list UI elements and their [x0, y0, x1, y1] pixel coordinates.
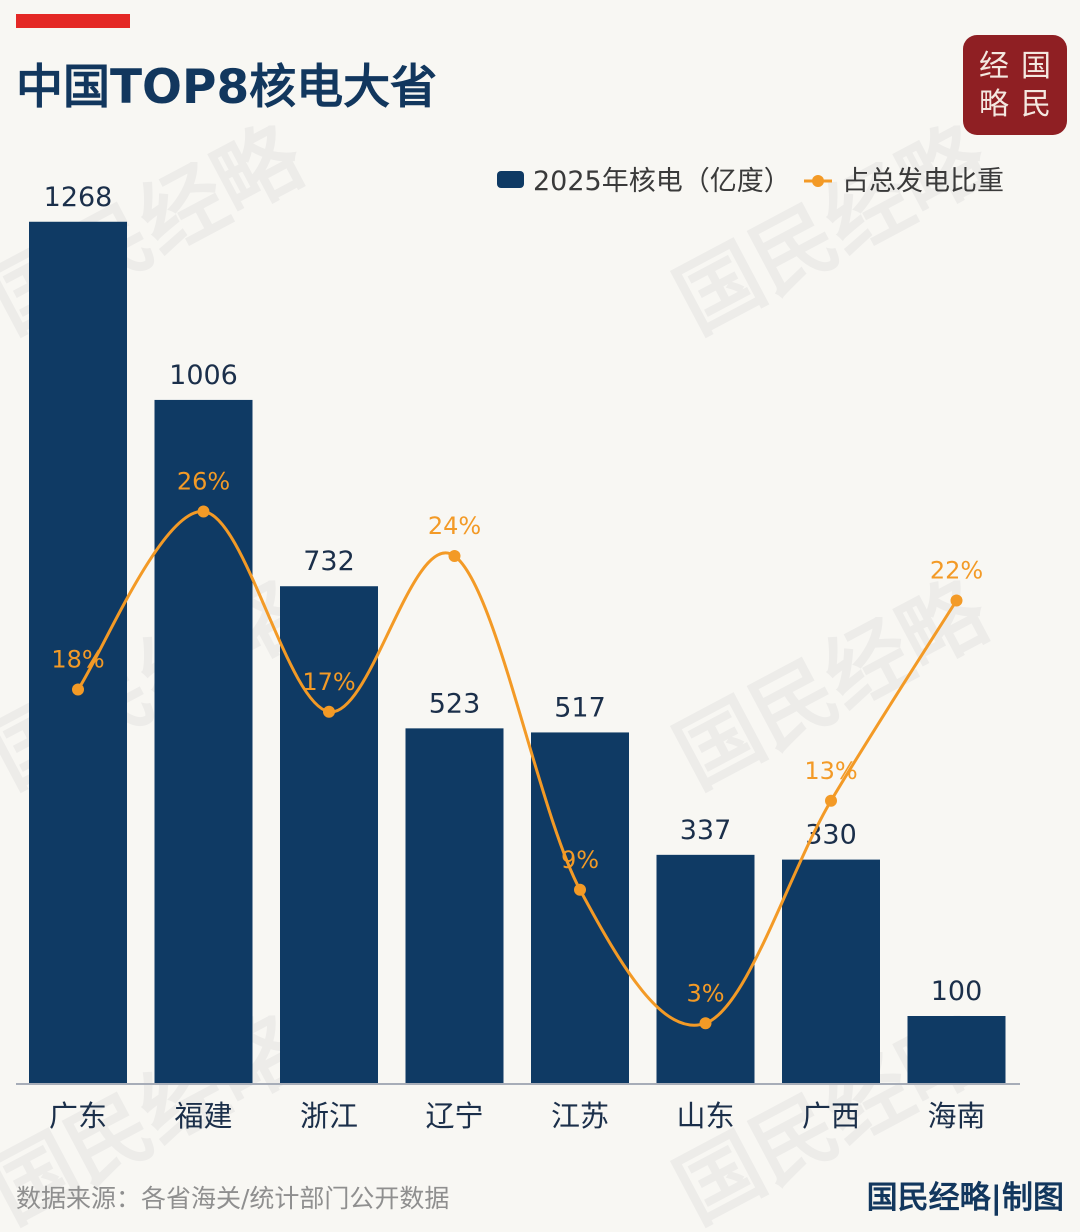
- bar-value-label: 1006: [169, 360, 238, 391]
- seal-char: 民: [1021, 87, 1051, 122]
- bar-value-label: 100: [931, 976, 983, 1007]
- bar-value-label: 1268: [44, 182, 113, 213]
- share-label: 18%: [51, 646, 104, 674]
- share-marker-广东: [72, 683, 84, 696]
- bar-广东: [29, 221, 127, 1084]
- category-label: 山东: [676, 1099, 734, 1133]
- share-label: 17%: [302, 668, 355, 696]
- bar-山东: [656, 854, 755, 1084]
- share-line: [76, 509, 958, 1027]
- bar-value-label: 732: [303, 546, 355, 577]
- bar-辽宁: [405, 728, 504, 1084]
- share-label: 22%: [930, 557, 983, 585]
- bar-福建: [154, 399, 253, 1084]
- share-label: 26%: [177, 468, 230, 496]
- category-label: 广东: [49, 1099, 107, 1133]
- bar-value-label: 523: [429, 688, 481, 719]
- share-label: 3%: [686, 979, 724, 1007]
- share-line-markers: [72, 505, 963, 1030]
- bar-海南: [907, 1016, 1006, 1084]
- watermark: 国民经略: [660, 106, 1004, 351]
- seal-char: 略: [979, 87, 1009, 122]
- share-marker-江苏: [574, 883, 586, 896]
- share-label: 9%: [561, 846, 599, 874]
- category-label: 海南: [927, 1099, 985, 1133]
- bar-series: [29, 221, 1006, 1084]
- category-label: 广西: [802, 1099, 860, 1133]
- brand-seal-logo: 经 国 略 民: [963, 35, 1067, 135]
- share-marker-广西: [825, 794, 837, 807]
- bar-value-label: 517: [554, 692, 606, 723]
- seal-char: 经: [979, 49, 1009, 84]
- share-line-labels: 18% 26% 17% 24% 9% 3% 13% 22%: [51, 468, 983, 1008]
- page-title: 中国TOP8核电大省: [16, 60, 438, 115]
- category-label: 浙江: [300, 1099, 358, 1133]
- legend-line-label: 占总发电比重: [842, 166, 1004, 197]
- share-label: 24%: [428, 512, 481, 540]
- category-label: 江苏: [551, 1099, 609, 1133]
- chart-legend: 2025年核电（亿度） 占总发电比重: [497, 166, 1004, 197]
- share-marker-辽宁: [448, 550, 461, 562]
- category-label: 福建: [174, 1099, 232, 1133]
- category-label: 辽宁: [425, 1099, 483, 1133]
- bar-江苏: [531, 732, 629, 1084]
- bar-浙江: [280, 586, 378, 1084]
- bar-广西: [782, 859, 880, 1084]
- category-labels: 广东 福建 浙江 辽宁 江苏 山东 广西 海南: [49, 1099, 986, 1133]
- share-marker-海南: [950, 594, 963, 607]
- share-marker-山东: [699, 1017, 712, 1030]
- legend-bar-swatch: [497, 171, 524, 188]
- bar-value-label: 337: [680, 815, 732, 846]
- top-accent-bar: [16, 14, 130, 28]
- chart-credit: 国民经略|制图: [866, 1180, 1064, 1216]
- share-marker-福建: [197, 505, 210, 518]
- share-marker-浙江: [323, 705, 335, 718]
- legend-line-marker: [812, 175, 824, 187]
- share-label: 13%: [804, 757, 857, 785]
- data-source-note: 数据来源：各省海关/统计部门公开数据: [16, 1184, 450, 1213]
- legend-bar-label: 2025年核电（亿度）: [533, 166, 791, 197]
- seal-char: 国: [1021, 49, 1051, 84]
